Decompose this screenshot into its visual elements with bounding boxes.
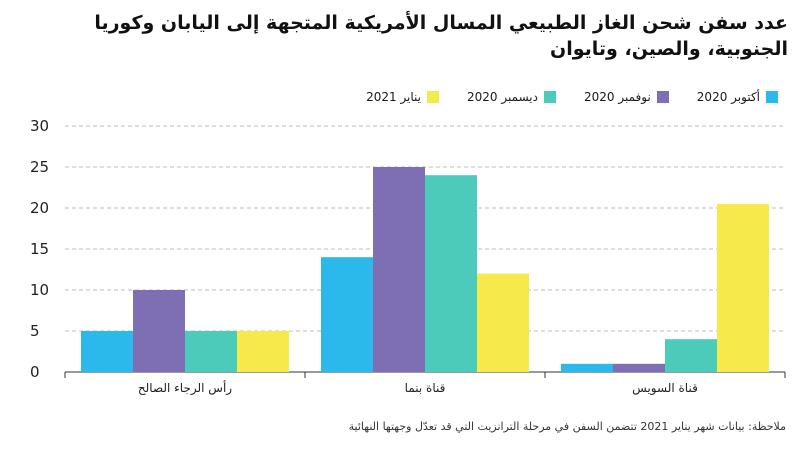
y-tick-label: 20	[30, 199, 49, 217]
x-category-label: قناة السويس	[632, 381, 698, 396]
bar	[133, 290, 185, 372]
bar	[237, 331, 289, 372]
bar	[425, 175, 477, 372]
legend-item: أكتوبر 2020	[697, 90, 778, 104]
legend-swatch	[656, 91, 669, 103]
y-tick-label: 30	[30, 117, 49, 135]
legend-item: يناير 2021	[366, 90, 440, 104]
bar	[717, 203, 769, 372]
bar	[665, 339, 717, 372]
y-tick-label: 15	[30, 240, 49, 258]
bar	[81, 331, 133, 372]
y-tick-label: 5	[30, 322, 40, 340]
bar	[185, 331, 237, 372]
legend-label: أكتوبر 2020	[696, 90, 760, 104]
legend-label: ديسمبر 2020	[467, 90, 538, 104]
y-tick-label: 10	[30, 281, 49, 299]
chart-legend: أكتوبر 2020 نوفمبر 2020 ديسمبر 2020 يناير 2…	[366, 90, 778, 104]
legend-swatch	[543, 91, 556, 103]
legend-item: ديسمبر 2020	[467, 90, 556, 104]
y-tick-label: 0	[30, 363, 40, 381]
bar	[321, 257, 373, 372]
chart-note: ملاحظة: بيانات شهر يناير 2021 تتضمن السف…	[348, 420, 786, 433]
y-tick-label: 25	[30, 158, 49, 176]
legend-item: نوفمبر 2020	[584, 90, 669, 104]
bar	[561, 363, 613, 372]
legend-swatch	[427, 91, 440, 103]
bar	[613, 363, 665, 372]
legend-label: يناير 2021	[366, 90, 422, 104]
x-category-label: رأس الرجاء الصالح	[138, 380, 232, 396]
bar	[373, 167, 425, 372]
legend-swatch	[766, 91, 778, 103]
legend-label: نوفمبر 2020	[583, 90, 651, 104]
chart-title: عدد سفن شحن الغاز الطبيعي المسال الأمريك…	[94, 12, 788, 60]
bar	[477, 273, 529, 372]
x-category-label: قناة بنما	[405, 381, 446, 395]
